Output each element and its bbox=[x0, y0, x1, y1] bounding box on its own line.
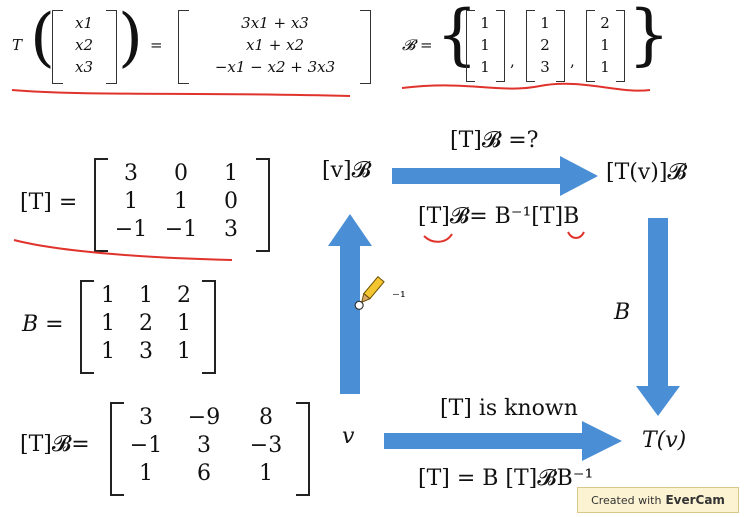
matrix-TB-entries: 3 −9 8 −1 3 −3 1 6 1 bbox=[120, 404, 296, 488]
bracket-right bbox=[296, 402, 310, 496]
matrix-TB-label: [T]𝓑= bbox=[20, 432, 90, 457]
bracket-left bbox=[80, 280, 94, 374]
arrow-left-up bbox=[328, 214, 372, 394]
watermark-prefix: Created with bbox=[591, 493, 662, 507]
basis-entry: 1 bbox=[600, 36, 610, 54]
matrix-cell: 6 bbox=[197, 461, 211, 486]
vec-bracket-left bbox=[52, 10, 63, 84]
basis-bracket-right bbox=[496, 10, 505, 82]
input-vector: x1 x2 x3 bbox=[62, 12, 106, 78]
matrix-cell: 1 bbox=[101, 339, 115, 364]
basis-bracket-right bbox=[616, 10, 625, 82]
basis-bracket-right bbox=[556, 10, 565, 82]
matrix-cell: 2 bbox=[177, 283, 191, 308]
matrix-cell: 1 bbox=[139, 283, 153, 308]
T-symbol: T bbox=[12, 36, 23, 54]
basis-bracket-left bbox=[466, 10, 475, 82]
matrix-cell: −3 bbox=[249, 433, 283, 458]
matrix-cell: 3 bbox=[124, 161, 138, 186]
left-brace: { bbox=[436, 0, 478, 73]
arrow-top bbox=[392, 156, 598, 196]
matrix-cell: 1 bbox=[224, 161, 238, 186]
bracket-right bbox=[256, 158, 270, 252]
arrow-bottom bbox=[384, 421, 622, 461]
basis-entry: 1 bbox=[600, 58, 610, 76]
image-bracket-left bbox=[178, 10, 189, 84]
matrix-cell: −1 bbox=[164, 217, 198, 242]
comma: , bbox=[570, 52, 575, 70]
matrix-cell: −9 bbox=[187, 405, 221, 430]
bottom-known-label: [T] is known bbox=[440, 396, 578, 421]
image-vector: 3x1 + x3 x1 + x2 −x1 − x2 + 3x3 bbox=[190, 12, 360, 78]
v-in-basis: [v]𝓑 bbox=[322, 158, 371, 183]
basis-bracket-left bbox=[586, 10, 595, 82]
matrix-cell: 0 bbox=[224, 189, 238, 214]
matrix-cell: 3 bbox=[224, 217, 238, 242]
image-entry: 3x1 + x3 bbox=[241, 14, 309, 32]
matrix-cell: 8 bbox=[259, 405, 273, 430]
bracket-right bbox=[202, 280, 216, 374]
watermark-brand: EverCam bbox=[665, 493, 725, 507]
matrix-cell: 1 bbox=[101, 283, 115, 308]
Tv-in-basis: [T(v)]𝓑 bbox=[606, 160, 687, 185]
vec-entry: x2 bbox=[74, 36, 93, 54]
bracket-left bbox=[94, 158, 108, 252]
vec-entry: x3 bbox=[74, 58, 93, 76]
red-annotations bbox=[11, 82, 651, 261]
v-label: v bbox=[342, 424, 355, 449]
matrix-cell: 3 bbox=[139, 405, 153, 430]
matrix-cell: 1 bbox=[177, 339, 191, 364]
matrix-T-entries: 3 0 1 1 1 0 −1 −1 3 bbox=[106, 160, 256, 244]
matrix-B-label: B = bbox=[22, 312, 64, 337]
matrix-cell: 1 bbox=[124, 189, 138, 214]
matrix-cell: 1 bbox=[101, 311, 115, 336]
top-question-label: [T]𝓑 =? bbox=[450, 128, 539, 153]
left-paren: ( bbox=[30, 1, 55, 75]
inverse-superscript: ⁻¹ bbox=[392, 288, 406, 306]
image-entry: −x1 − x2 + 3x3 bbox=[214, 58, 336, 76]
basis-entry: 1 bbox=[480, 36, 490, 54]
matrix-cell: 0 bbox=[174, 161, 188, 186]
matrix-cell: 2 bbox=[139, 311, 153, 336]
basis-vector-2: 1 2 3 bbox=[534, 12, 556, 78]
bottom-formula: [T] = B [T]𝓑B⁻¹ bbox=[418, 466, 594, 491]
bracket-left bbox=[110, 402, 124, 496]
basis-label: 𝓑 = bbox=[402, 36, 433, 54]
matrix-cell: 3 bbox=[197, 433, 211, 458]
basis-entry: 1 bbox=[480, 14, 490, 32]
basis-entry: 1 bbox=[480, 58, 490, 76]
matrix-cell: 1 bbox=[174, 189, 188, 214]
matrix-B-entries: 1 1 2 1 2 1 1 3 1 bbox=[90, 282, 202, 366]
basis-entry: 3 bbox=[540, 58, 550, 76]
equals-sign: = bbox=[150, 36, 163, 54]
top-formula: [T]𝓑= B⁻¹[T]B bbox=[418, 204, 580, 229]
evercam-watermark: Created with EverCam bbox=[577, 487, 739, 513]
basis-vector-3: 2 1 1 bbox=[594, 12, 616, 78]
Tv-label: T(v) bbox=[642, 428, 687, 453]
matrix-cell: 1 bbox=[177, 311, 191, 336]
basis-entry: 2 bbox=[540, 36, 550, 54]
right-brace: } bbox=[628, 0, 670, 73]
matrix-cell: 1 bbox=[139, 461, 153, 486]
image-entry: x1 + x2 bbox=[245, 36, 305, 54]
vec-entry: x1 bbox=[74, 14, 93, 32]
matrix-cell: −1 bbox=[114, 217, 148, 242]
right-B-label: B bbox=[614, 300, 631, 325]
arrow-right-down bbox=[636, 218, 680, 416]
basis-entry: 2 bbox=[600, 14, 610, 32]
right-paren: ) bbox=[118, 1, 143, 75]
matrix-cell: 1 bbox=[259, 461, 273, 486]
matrix-cell: −1 bbox=[129, 433, 163, 458]
matrix-T-label: [T] = bbox=[20, 190, 78, 215]
image-bracket-right bbox=[360, 10, 371, 84]
vec-bracket-right bbox=[106, 10, 117, 84]
basis-entry: 1 bbox=[540, 14, 550, 32]
basis-vector-1: 1 1 1 bbox=[474, 12, 496, 78]
comma: , bbox=[510, 52, 515, 70]
matrix-cell: 3 bbox=[139, 339, 153, 364]
pencil-cursor-icon bbox=[354, 275, 385, 310]
basis-bracket-left bbox=[526, 10, 535, 82]
